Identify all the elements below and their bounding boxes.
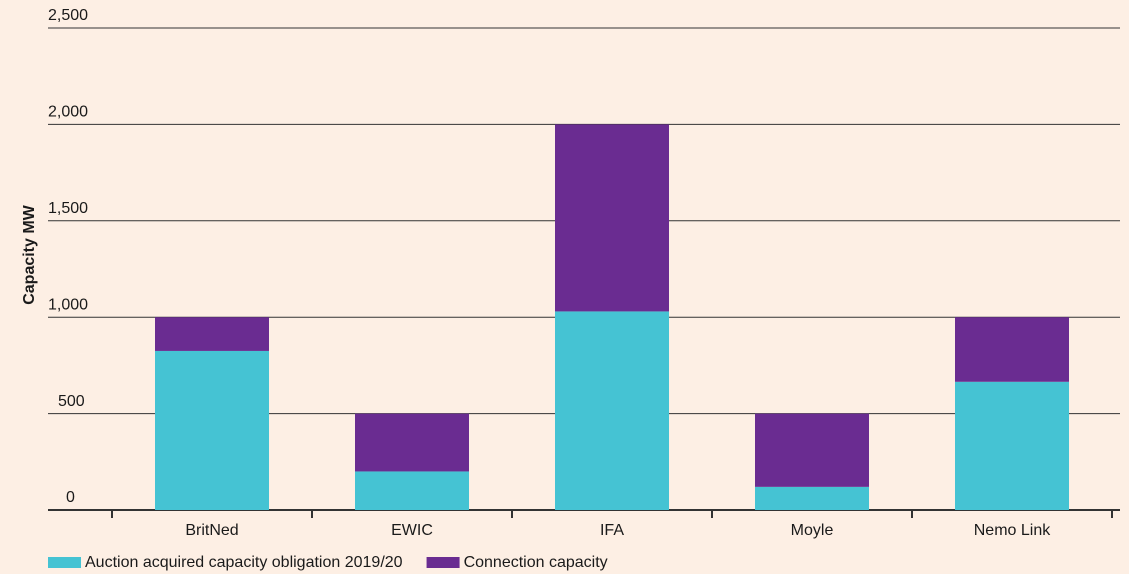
legend-label: Auction acquired capacity obligation 201… <box>85 554 403 571</box>
y-tick-label: 1,500 <box>48 200 88 217</box>
y-tick-label: 2,500 <box>48 7 88 24</box>
bar-segment <box>555 124 669 312</box>
x-tick-label: BritNed <box>185 522 238 539</box>
legend-swatch <box>426 557 460 568</box>
bar-segment <box>355 413 469 472</box>
bar-segment <box>155 350 269 510</box>
bar-segment <box>555 311 669 510</box>
x-tick-label: Nemo Link <box>974 522 1051 539</box>
bar-segment <box>955 381 1069 510</box>
y-tick-label: 0 <box>66 489 75 506</box>
y-tick-label: 500 <box>58 393 85 410</box>
bar-segment <box>355 471 469 510</box>
y-axis-title: Capacity MW <box>21 204 38 304</box>
bar-segment <box>755 486 869 510</box>
bar-segment <box>755 413 869 487</box>
legend-label: Connection capacity <box>464 554 608 571</box>
y-tick-label: 2,000 <box>48 104 88 121</box>
x-tick-label: Moyle <box>791 522 834 539</box>
y-tick-label: 1,000 <box>48 296 88 313</box>
x-tick-label: IFA <box>600 522 624 539</box>
x-tick-label: EWIC <box>391 522 433 539</box>
legend-swatch <box>48 557 81 568</box>
bar-segment <box>155 317 269 351</box>
bar-segment <box>955 317 1069 382</box>
